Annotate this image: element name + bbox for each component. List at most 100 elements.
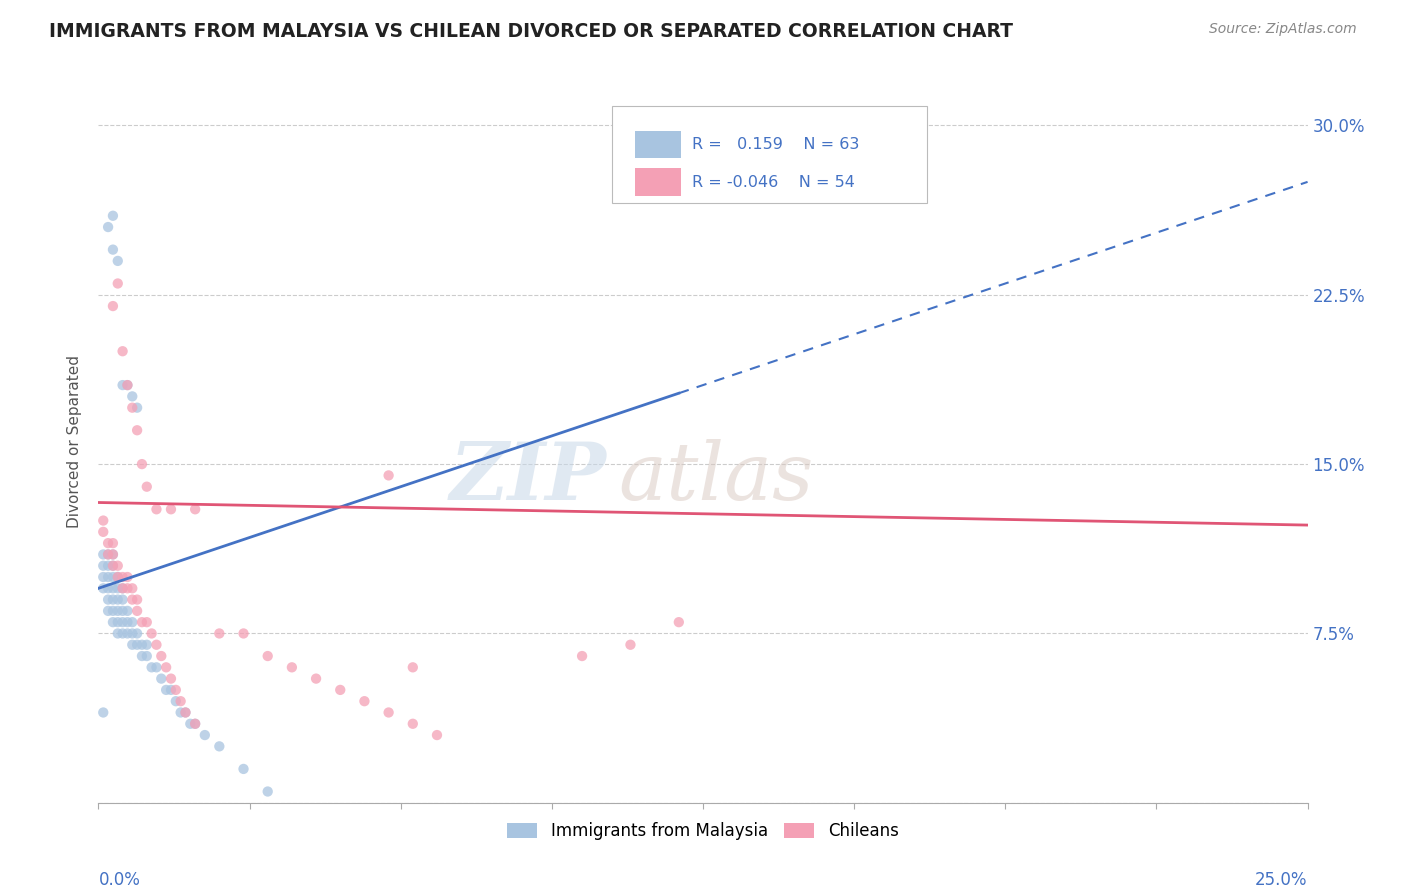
Point xyxy=(101,209,124,223)
Point xyxy=(377,468,399,483)
Point xyxy=(117,570,139,584)
Point xyxy=(111,615,134,630)
Point xyxy=(117,378,139,392)
Y-axis label: Divorced or Separated: Divorced or Separated xyxy=(67,355,83,528)
Point xyxy=(131,648,153,663)
Point xyxy=(208,626,231,640)
FancyBboxPatch shape xyxy=(636,169,682,196)
Point xyxy=(101,548,124,562)
Point xyxy=(402,716,425,731)
Point xyxy=(117,582,139,596)
Point xyxy=(131,615,153,630)
Point xyxy=(135,480,157,494)
Point xyxy=(101,243,124,257)
Point xyxy=(111,378,134,392)
Point xyxy=(131,457,153,471)
Point xyxy=(111,582,134,596)
Point xyxy=(91,524,114,539)
Point xyxy=(135,615,157,630)
Point xyxy=(121,626,143,640)
Point xyxy=(141,660,163,674)
Point xyxy=(107,592,129,607)
Point xyxy=(121,638,143,652)
Point xyxy=(97,220,120,235)
Point xyxy=(91,582,114,596)
Point xyxy=(111,570,134,584)
Text: atlas: atlas xyxy=(619,439,814,516)
Point xyxy=(155,682,177,697)
Point xyxy=(91,570,114,584)
Point xyxy=(160,672,183,686)
Point xyxy=(184,716,207,731)
Point xyxy=(111,592,134,607)
Point xyxy=(135,648,157,663)
Point xyxy=(127,638,149,652)
Point xyxy=(668,615,690,630)
Text: 0.0%: 0.0% xyxy=(98,871,141,888)
FancyBboxPatch shape xyxy=(613,105,927,203)
Point xyxy=(111,582,134,596)
Point xyxy=(329,682,352,697)
Point xyxy=(107,626,129,640)
Point xyxy=(145,638,167,652)
Point xyxy=(127,604,149,618)
Point xyxy=(169,706,191,720)
Point xyxy=(141,626,163,640)
Point xyxy=(101,604,124,618)
Point xyxy=(281,660,304,674)
Point xyxy=(117,626,139,640)
Point xyxy=(169,694,191,708)
Point xyxy=(174,706,197,720)
Point xyxy=(117,378,139,392)
Point xyxy=(97,548,120,562)
Point xyxy=(165,682,187,697)
Point xyxy=(107,558,129,573)
Point xyxy=(121,389,143,403)
Point xyxy=(97,582,120,596)
Point xyxy=(121,592,143,607)
Point xyxy=(107,615,129,630)
Point xyxy=(127,423,149,437)
Point xyxy=(101,592,124,607)
Point xyxy=(127,626,149,640)
Point xyxy=(101,558,124,573)
Point xyxy=(111,344,134,359)
Point xyxy=(111,604,134,618)
Text: 25.0%: 25.0% xyxy=(1256,871,1308,888)
Point xyxy=(160,502,183,516)
Text: R = -0.046    N = 54: R = -0.046 N = 54 xyxy=(692,175,855,190)
Point xyxy=(91,558,114,573)
Point xyxy=(426,728,449,742)
Text: ZIP: ZIP xyxy=(450,439,606,516)
Point xyxy=(97,592,120,607)
Point xyxy=(107,277,129,291)
Point xyxy=(97,570,120,584)
Point xyxy=(179,716,201,731)
Point xyxy=(305,672,328,686)
Point xyxy=(256,648,278,663)
Point xyxy=(107,570,129,584)
Point xyxy=(101,536,124,550)
Point xyxy=(101,615,124,630)
Point xyxy=(107,253,129,268)
Point xyxy=(101,582,124,596)
Point xyxy=(107,582,129,596)
Point xyxy=(232,626,254,640)
Point xyxy=(91,548,114,562)
Point xyxy=(184,502,207,516)
Point xyxy=(160,682,183,697)
Point xyxy=(619,638,641,652)
Point xyxy=(353,694,375,708)
Point xyxy=(97,604,120,618)
Point xyxy=(91,706,114,720)
Text: Source: ZipAtlas.com: Source: ZipAtlas.com xyxy=(1209,22,1357,37)
Point xyxy=(194,728,217,742)
Point xyxy=(135,638,157,652)
Point xyxy=(117,615,139,630)
Point xyxy=(107,604,129,618)
Point xyxy=(97,536,120,550)
Point xyxy=(107,570,129,584)
Legend: Immigrants from Malaysia, Chileans: Immigrants from Malaysia, Chileans xyxy=(501,815,905,847)
Point xyxy=(111,626,134,640)
Point xyxy=(121,582,143,596)
